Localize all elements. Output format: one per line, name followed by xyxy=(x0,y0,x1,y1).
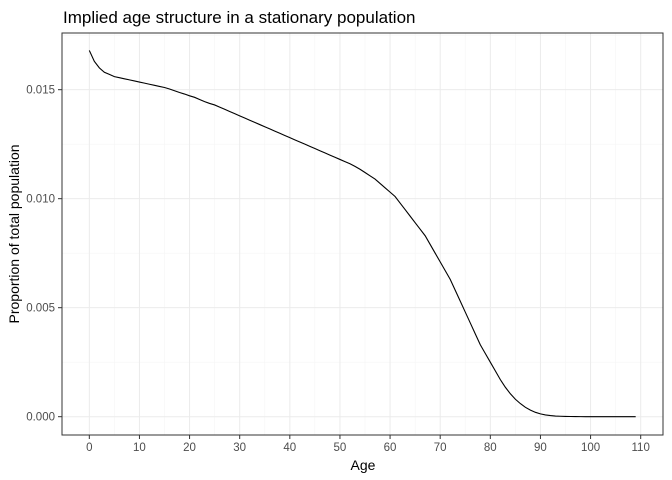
x-axis-ticks: 0 10 20 30 40 50 60 70 80 90 100 110 xyxy=(86,435,650,454)
x-tick-label: 80 xyxy=(484,442,497,454)
y-tick-label: 0.005 xyxy=(26,303,55,315)
x-tick-label: 0 xyxy=(86,442,92,454)
y-tick-label: 0.010 xyxy=(26,194,55,206)
minor-gridlines xyxy=(62,33,663,435)
y-axis-title: Proportion of total population xyxy=(6,144,22,323)
x-tick-label: 50 xyxy=(334,442,347,454)
x-tick-label: 90 xyxy=(534,442,547,454)
y-axis-ticks: 0.000 0.005 0.010 0.015 xyxy=(26,85,62,424)
x-tick-label: 20 xyxy=(183,442,196,454)
x-tick-label: 70 xyxy=(434,442,447,454)
x-tick-label: 100 xyxy=(581,442,600,454)
major-gridlines xyxy=(62,33,663,435)
x-axis-title: Age xyxy=(351,457,376,473)
y-tick-label: 0.000 xyxy=(26,412,55,424)
chart-title: Implied age structure in a stationary po… xyxy=(63,8,415,27)
x-tick-label: 110 xyxy=(632,442,650,454)
panel-border xyxy=(61,32,664,436)
series-line xyxy=(88,50,636,418)
x-tick-label: 40 xyxy=(283,442,296,454)
x-tick-label: 30 xyxy=(233,442,246,454)
x-tick-label: 60 xyxy=(384,442,397,454)
y-tick-label: 0.015 xyxy=(26,85,55,97)
x-tick-label: 10 xyxy=(133,442,146,454)
